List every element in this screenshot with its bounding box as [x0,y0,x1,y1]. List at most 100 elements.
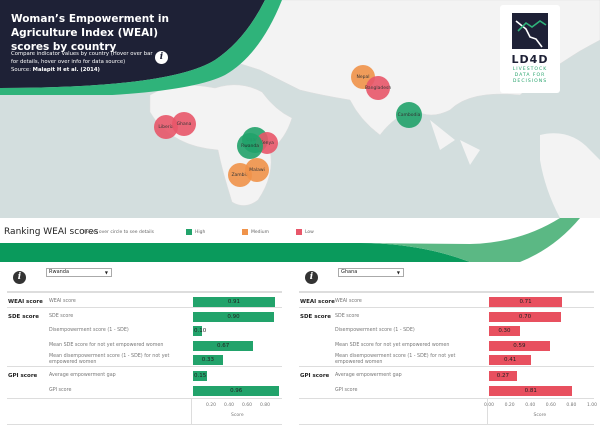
axis-tick: 0.20 [504,403,515,408]
row-label: SDE score [49,314,74,319]
divider [7,292,282,293]
divider [299,366,594,367]
legend-high: High [186,229,205,235]
score-bar[interactable] [193,386,280,396]
group-label: WEAI score [8,299,43,305]
row-label: Mean SDE score for not yet empowered wom… [335,343,450,348]
axis-tick: 0.80 [260,403,271,408]
score-value: 0.71 [519,299,532,305]
logo-mark-icon [512,13,548,49]
axis-tick: 0.40 [525,403,536,408]
divider [191,398,192,424]
country-bubble[interactable]: Bangladesh [365,76,391,100]
score-value: 0.27 [496,373,510,379]
info-icon[interactable]: i [155,51,168,64]
country-bubble[interactable]: Malawi [245,158,269,182]
country-bubble[interactable]: Cambodia [396,102,422,128]
row-label: GPI score [49,388,72,393]
score-value: 0.96 [230,388,243,394]
legend-low: Low [296,229,314,235]
score-value: 0.30 [498,328,511,334]
logo-name: LD4D [511,53,549,66]
score-bar[interactable] [489,355,532,365]
ld4d-logo: LD4D LIVESTOCK DATA FOR DECISIONS [500,5,560,93]
score-bar[interactable] [489,386,573,396]
score-bar[interactable] [193,297,275,307]
tagline-line: LIVESTOCK [512,67,548,72]
row-label: Average empowerment gap [49,373,116,378]
ranking-hint: Hover over circle to see details [84,230,154,235]
country-panel-left: i Rwanda ▼ WEAI score SDE score GPI score WEA… [0,262,288,426]
axis-tick: 0.80 [566,403,577,408]
divider [299,292,594,293]
row-label: WEAI score [49,299,76,304]
ranking-bar: Ranking WEAI scores Hover over circle to… [0,218,600,262]
page-subtitle: Compare indicator values by country (Hov… [11,50,161,74]
axis-label: Score [533,413,547,418]
score-value: 0.15 [194,373,207,379]
row-label: WEAI score [335,299,362,304]
ranking-swoosh [0,218,580,262]
country-select[interactable]: Ghana ▼ [338,268,404,277]
row-label: Mean SDE score for not yet empowered wom… [49,343,164,348]
score-bar[interactable] [193,341,254,351]
country-panel-right: i Ghana ▼ WEAI score SDE score GPI score WEAI… [292,262,600,426]
chevron-down-icon: ▼ [104,270,108,275]
row-label: SDE score [335,314,360,319]
score-bar[interactable] [193,355,223,365]
axis-tick: 0.40 [224,403,235,408]
legend-label: High [195,229,206,235]
score-table: WEAI score SDE score GPI score WEAI score 0.… [7,291,282,425]
country-bubble[interactable]: Ghana [172,112,196,136]
logo-tagline: LIVESTOCK DATA FOR DECISIONS [500,67,560,85]
legend-label: Medium [251,229,269,235]
selected-country: Ghana [341,269,358,275]
group-label: GPI score [300,373,330,379]
axis-tick: 0.00 [484,403,495,408]
score-value: 0.59 [513,343,526,349]
score-bar[interactable] [489,312,562,322]
divider [7,307,282,308]
score-value: 0.67 [217,343,230,349]
score-bar[interactable] [489,297,563,307]
info-icon[interactable]: i [305,271,318,284]
score-bar[interactable] [193,312,274,322]
chevron-down-icon: ▼ [396,270,400,275]
ranking-title: Ranking WEAI scores [4,227,99,237]
row-label: Disempowerment score (1 - SDE) [49,328,129,333]
axis-tick: 0.60 [545,403,556,408]
row-label: Mean disempowerment score (1 - SDE) for … [335,354,456,365]
source-prefix: Source: [11,67,33,73]
score-bar[interactable] [193,326,202,336]
score-value: 0.33 [201,357,214,363]
country-select[interactable]: Rwanda ▼ [46,268,112,277]
score-bar[interactable] [193,371,207,381]
info-icon[interactable]: i [13,271,26,284]
axis-tick: 0.60 [242,403,253,408]
score-value: 0.90 [227,314,240,320]
legend-medium: Medium [242,229,269,235]
divider [7,424,282,425]
row-label: Mean disempowerment score (1 - SDE) for … [49,354,170,365]
divider [299,424,594,425]
score-value: 0.70 [518,314,532,320]
divider [299,307,594,308]
axis-label: Score [231,413,244,418]
source-text: Malapit H et al. (2014) [32,67,100,73]
group-label: SDE score [8,314,39,320]
country-bubble[interactable]: Rwanda [237,133,263,159]
score-value: 0.10 [194,328,207,334]
score-bar[interactable] [489,326,520,336]
score-value: 0.41 [503,357,517,363]
selected-country: Rwanda [49,269,70,275]
axis-tick: 1.00 [587,403,598,408]
score-value: 0.81 [524,388,537,394]
tagline-line: DATA FOR [514,73,546,78]
score-bar[interactable] [489,341,550,351]
score-table: WEAI score SDE score GPI score WEAI score 0.… [299,291,598,425]
header-banner [0,0,282,95]
score-value: 0.91 [227,299,241,305]
score-bar[interactable] [489,371,517,381]
subtitle-text: Compare indicator values by country (Hov… [11,51,153,65]
group-label: SDE score [300,314,331,320]
